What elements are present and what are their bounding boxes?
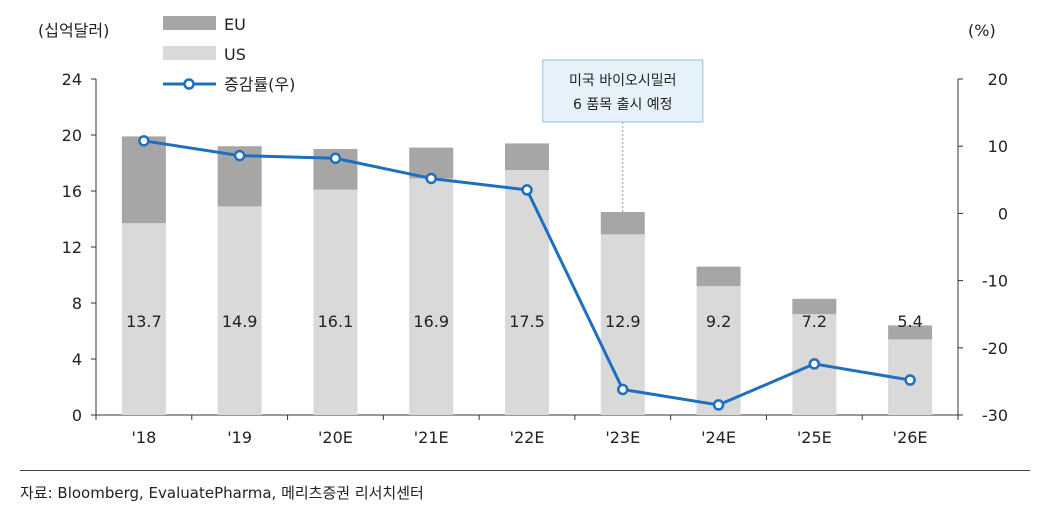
right-tick-label: 20 bbox=[988, 70, 1008, 89]
growth-point bbox=[521, 184, 533, 196]
bar-eu bbox=[505, 143, 549, 170]
us-value-label: 9.2 bbox=[706, 312, 731, 331]
left-tick-label: 24 bbox=[62, 70, 82, 89]
growth-point bbox=[808, 358, 821, 370]
growth-point bbox=[329, 152, 342, 165]
left-tick-label: 4 bbox=[72, 350, 82, 369]
right-tick-label: -30 bbox=[982, 406, 1008, 425]
chart: (십억달러) (%) EU US 증감률(우) 0 4 8 12 16 20 24 -30 -2… bbox=[38, 15, 1008, 447]
legend-marker-growth bbox=[183, 78, 195, 90]
bar-us bbox=[409, 178, 454, 415]
us-value-label: 12.9 bbox=[605, 312, 641, 331]
left-tick-label: 12 bbox=[62, 238, 82, 257]
us-value-label: 7.2 bbox=[802, 312, 827, 331]
x-tick-label: '20E bbox=[318, 428, 353, 447]
x-tick-label: '24E bbox=[701, 428, 736, 447]
annotation-line-1: 미국 바이오시밀러 bbox=[569, 73, 677, 89]
us-value-label: 16.9 bbox=[413, 312, 449, 331]
axes: 0 4 8 12 16 20 24 -30 -20 -10 0 10 20 '18 '19 '20E '21E '… bbox=[62, 70, 1008, 447]
right-tick-label: -10 bbox=[982, 272, 1008, 291]
growth-point bbox=[904, 374, 916, 386]
growth-line-series bbox=[138, 135, 916, 411]
bar-eu bbox=[888, 325, 933, 340]
right-tick-label: 10 bbox=[988, 137, 1008, 156]
right-axis-unit: (%) bbox=[968, 21, 996, 40]
x-tick-label: '19 bbox=[227, 428, 252, 447]
growth-point bbox=[617, 383, 629, 396]
annotation-line-2: 6 품목 출시 예정 bbox=[573, 97, 673, 113]
left-tick-label: 8 bbox=[72, 294, 82, 313]
legend-label-growth: 증감률(우) bbox=[224, 75, 295, 94]
bar-us bbox=[696, 286, 741, 415]
growth-point bbox=[425, 172, 437, 185]
annotation-box bbox=[542, 59, 704, 123]
x-tick-label: '22E bbox=[510, 428, 545, 447]
us-value-label: 17.5 bbox=[509, 312, 545, 331]
right-tick-label: -20 bbox=[982, 339, 1008, 358]
us-value-label: 16.1 bbox=[318, 312, 354, 331]
legend-swatch-us bbox=[163, 46, 216, 60]
bar-eu bbox=[600, 212, 645, 235]
x-tick-label: '26E bbox=[893, 428, 928, 447]
bars bbox=[121, 136, 933, 415]
x-tick-label: '21E bbox=[414, 428, 449, 447]
legend-label-us: US bbox=[224, 45, 246, 64]
left-axis-unit: (십억달러) bbox=[38, 21, 109, 40]
bar-eu bbox=[696, 266, 741, 287]
source-note: 자료: Bloomberg, EvaluatePharma, 메리츠증권 리서치… bbox=[20, 484, 424, 502]
bar-us bbox=[217, 206, 262, 415]
us-value-label: 5.4 bbox=[897, 312, 922, 331]
bar-eu bbox=[792, 298, 837, 315]
bar-us bbox=[505, 170, 549, 415]
right-tick-label: 0 bbox=[998, 204, 1008, 223]
bar-us bbox=[121, 223, 166, 415]
growth-point bbox=[138, 135, 150, 147]
x-tick-label: '25E bbox=[797, 428, 832, 447]
bar-us bbox=[313, 189, 358, 415]
annotation: 미국 바이오시밀러 6 품목 출시 예정 bbox=[542, 59, 704, 212]
left-tick-label: 16 bbox=[62, 182, 82, 201]
left-tick-label: 20 bbox=[62, 126, 82, 145]
us-data-labels: 13.7 14.9 16.1 16.9 17.5 12.9 9.2 7.2 5.4 bbox=[126, 312, 923, 331]
us-value-label: 13.7 bbox=[126, 312, 162, 331]
growth-point bbox=[712, 399, 725, 411]
growth-point bbox=[233, 149, 246, 162]
legend: EU US 증감률(우) bbox=[163, 15, 295, 94]
bar-eu bbox=[121, 136, 166, 224]
x-tick-label: '18 bbox=[132, 428, 157, 447]
legend-swatch-eu bbox=[163, 16, 216, 30]
x-tick-label: '23E bbox=[605, 428, 640, 447]
source-divider bbox=[20, 470, 1030, 471]
legend-label-eu: EU bbox=[224, 15, 246, 34]
left-tick-label: 0 bbox=[72, 406, 82, 425]
us-value-label: 14.9 bbox=[222, 312, 258, 331]
